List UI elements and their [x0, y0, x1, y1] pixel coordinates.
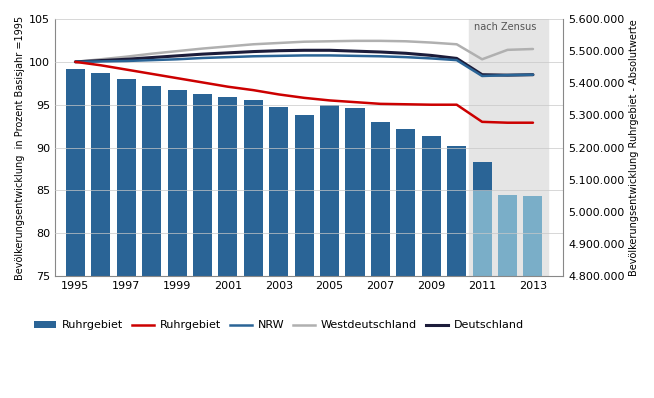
Bar — [470, 19, 548, 276]
Y-axis label: Bevölkerungsentwicklung Ruhrgebiet - Absolutwerte: Bevölkerungsentwicklung Ruhrgebiet - Abs… — [629, 19, 639, 276]
Bar — [371, 122, 390, 276]
Bar — [193, 94, 212, 276]
Bar — [167, 90, 186, 276]
Bar — [523, 197, 543, 276]
Bar — [142, 86, 161, 276]
Text: nach Zensus: nach Zensus — [475, 22, 537, 32]
Bar — [498, 195, 517, 276]
Bar — [92, 73, 111, 276]
Bar — [320, 105, 339, 276]
Bar — [422, 136, 441, 276]
Bar — [116, 79, 136, 276]
Bar — [66, 69, 85, 276]
Bar — [473, 162, 492, 276]
Legend: Ruhrgebiet, Ruhrgebiet, NRW, Westdeutschland, Deutschland: Ruhrgebiet, Ruhrgebiet, NRW, Westdeutsch… — [29, 316, 528, 335]
Bar — [396, 129, 415, 276]
Y-axis label: Bevölkerungsentwicklung  in Prozent Basisjahr =1995: Bevölkerungsentwicklung in Prozent Basis… — [15, 16, 25, 280]
Bar — [447, 146, 466, 276]
Bar — [244, 100, 263, 276]
Bar — [295, 115, 314, 276]
Bar — [473, 191, 492, 276]
Bar — [269, 107, 288, 276]
Bar — [345, 108, 364, 276]
Bar — [218, 97, 237, 276]
